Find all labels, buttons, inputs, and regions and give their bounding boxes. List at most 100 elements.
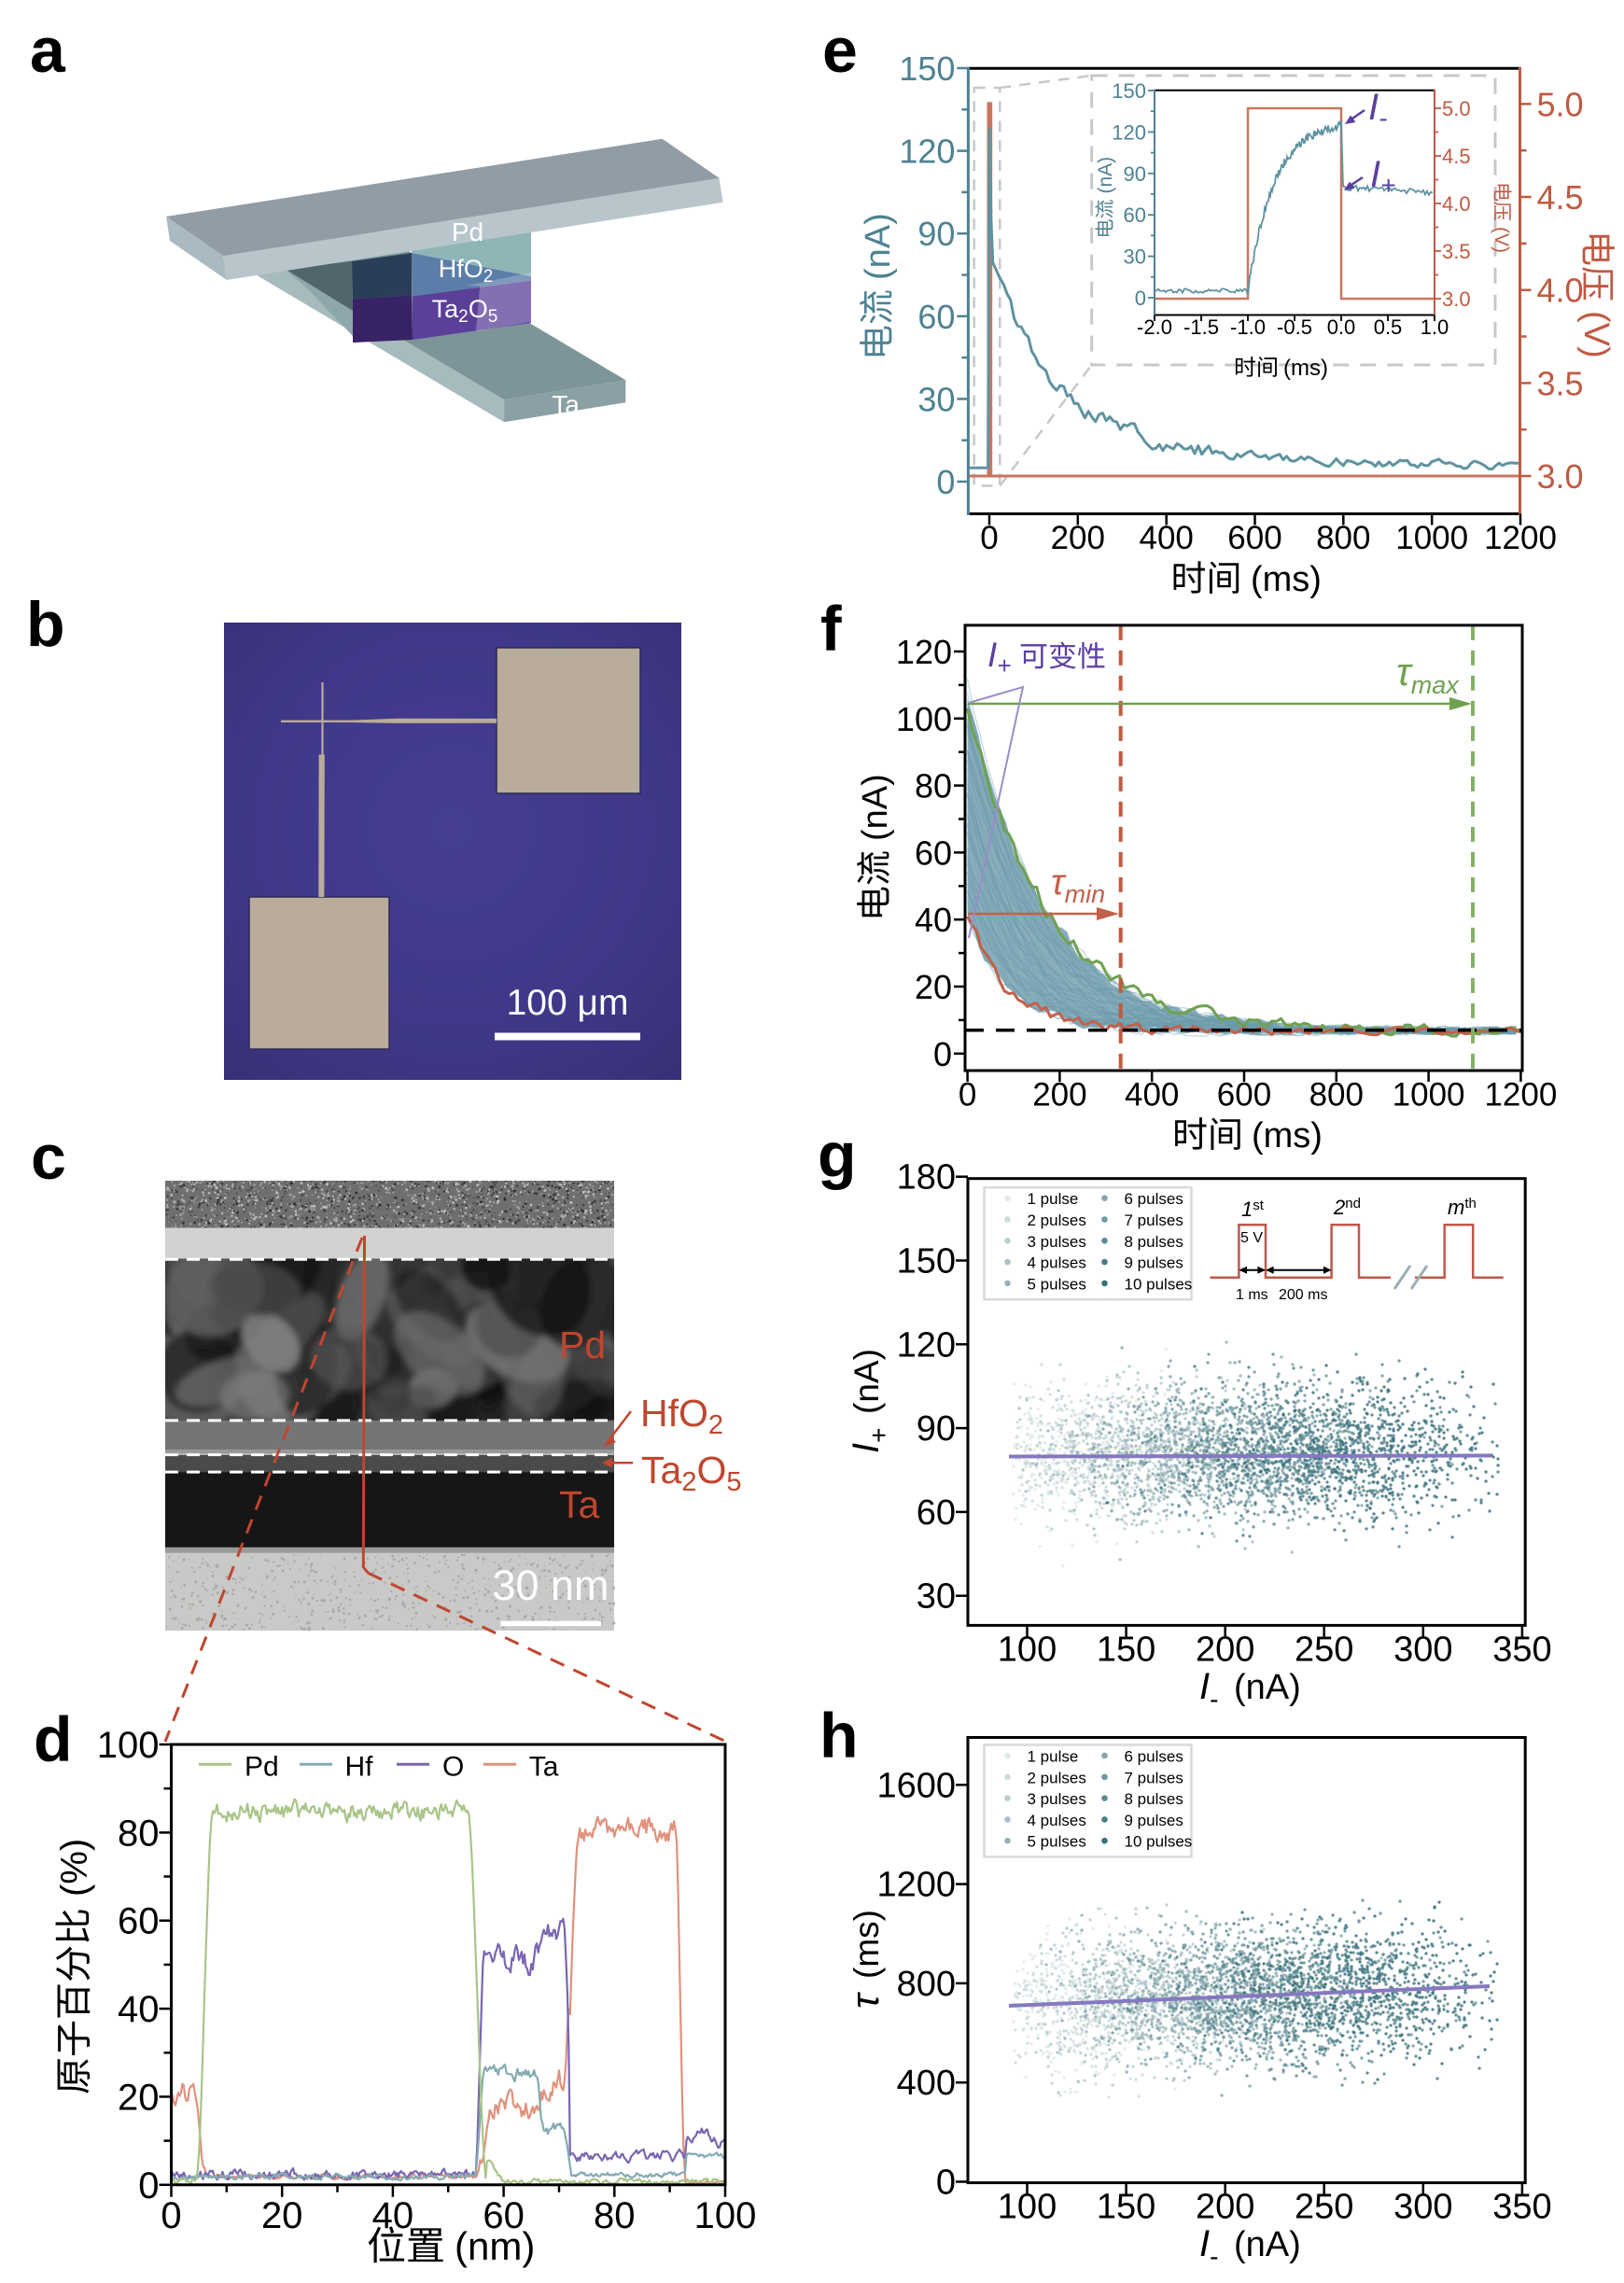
svg-text:6 pulses: 6 pulses [1125,1748,1183,1766]
svg-text:-1.0: -1.0 [1230,315,1266,339]
svg-text:200: 200 [1051,520,1105,556]
svg-text:8 pulses: 8 pulses [1125,1233,1183,1251]
svg-text:8 pulses: 8 pulses [1125,1790,1183,1808]
svg-text:τ: τ [843,1992,887,2009]
svg-text:0: 0 [936,463,955,501]
svg-text:60: 60 [917,298,955,336]
svg-text:Hf: Hf [345,1751,374,1782]
svg-text:5 pulses: 5 pulses [1028,1833,1086,1851]
svg-text:3.5: 3.5 [1537,364,1584,402]
svg-text:h: h [819,1701,859,1772]
svg-text:1600: 1600 [876,1766,956,1805]
svg-text:9 pulses: 9 pulses [1125,1812,1183,1829]
svg-text:(V): (V) [1491,227,1512,253]
svg-text:600: 600 [1227,520,1281,556]
svg-text:4.5: 4.5 [1537,178,1584,217]
svg-text:Ta: Ta [529,1751,559,1782]
svg-text:60: 60 [118,1901,160,1942]
svg-text:600: 600 [1217,1077,1271,1113]
svg-text:(V): (V) [1576,311,1616,358]
svg-text:-0.5: -0.5 [1277,315,1312,339]
svg-text:120: 120 [896,633,952,671]
svg-text:4.0: 4.0 [1442,192,1471,216]
svg-text:Pd: Pd [245,1751,279,1782]
svg-text:150: 150 [1097,2188,1155,2227]
svg-text:5 V: 5 V [1240,1230,1263,1246]
svg-text:20: 20 [261,2195,303,2236]
svg-text:300: 300 [1393,1630,1452,1669]
svg-text:3.0: 3.0 [1442,287,1471,311]
svg-text:100: 100 [694,2195,757,2236]
svg-text:2 pulses: 2 pulses [1028,1769,1086,1786]
svg-text:150: 150 [899,49,955,88]
svg-text:100: 100 [97,1725,160,1766]
svg-text:1200: 1200 [1484,520,1557,556]
svg-text:800: 800 [1316,520,1370,556]
svg-text:30 nm: 30 nm [492,1562,609,1609]
svg-text:150: 150 [897,1242,956,1282]
svg-text:(nm): (nm) [455,2224,535,2268]
svg-text:e: e [822,15,858,86]
svg-text:5 pulses: 5 pulses [1028,1275,1086,1293]
svg-text:4 pulses: 4 pulses [1028,1812,1086,1829]
svg-text:(ms): (ms) [1283,356,1328,381]
svg-text:0.0: 0.0 [1327,315,1356,339]
svg-text:800: 800 [897,1965,956,2004]
svg-text:(nA): (nA) [856,774,895,841]
svg-text:120: 120 [1112,120,1146,144]
svg-text:60: 60 [1124,203,1146,227]
svg-text:10 pulses: 10 pulses [1125,1833,1193,1851]
svg-text:1 ms: 1 ms [1236,1287,1268,1303]
svg-text:150: 150 [1097,1630,1155,1669]
svg-text:7 pulses: 7 pulses [1125,1769,1183,1786]
svg-text:(ms): (ms) [1252,1116,1323,1156]
svg-text:(nA): (nA) [859,213,898,280]
svg-text:1.0: 1.0 [1421,315,1449,339]
svg-text:0: 0 [936,2164,956,2203]
svg-text:(ms): (ms) [847,1910,886,1979]
svg-text:4.5: 4.5 [1442,145,1471,168]
svg-text:0: 0 [959,1077,976,1113]
svg-text:1000: 1000 [1395,520,1468,556]
svg-text:3.5: 3.5 [1442,240,1471,263]
svg-text:30: 30 [917,1577,956,1617]
svg-text:100: 100 [998,2188,1057,2227]
svg-text:4 pulses: 4 pulses [1028,1254,1086,1272]
svg-text:300: 300 [1393,2188,1452,2227]
svg-text:1 pulse: 1 pulse [1028,1748,1079,1766]
svg-text:40: 40 [118,1989,160,2030]
svg-text:180: 180 [897,1158,956,1198]
svg-text:200 ms: 200 ms [1279,1287,1327,1303]
svg-text:0: 0 [933,1035,952,1073]
svg-text:60: 60 [917,1493,956,1533]
svg-text:0: 0 [138,2165,159,2206]
svg-text:a: a [30,15,66,86]
svg-text:1000: 1000 [1393,1077,1465,1113]
svg-text:5.0: 5.0 [1537,85,1584,123]
svg-text:Pd: Pd [559,1324,606,1366]
svg-text:30: 30 [1124,245,1146,269]
svg-text:90: 90 [1124,162,1146,186]
svg-text:O: O [442,1751,464,1782]
svg-text:200: 200 [1032,1077,1086,1113]
svg-text:3.0: 3.0 [1537,457,1584,496]
svg-text:3 pulses: 3 pulses [1028,1233,1086,1251]
svg-text:d: d [34,1704,73,1775]
svg-text:(nA): (nA) [1234,1668,1301,1707]
svg-text:(nA): (nA) [847,1349,886,1414]
svg-text:(nA): (nA) [1095,157,1116,194]
svg-text:f: f [820,594,842,665]
svg-text:g: g [818,1120,857,1191]
svg-text:200: 200 [1196,1630,1254,1669]
svg-text:150: 150 [1112,79,1146,103]
svg-text:5.0: 5.0 [1442,97,1471,120]
svg-text:90: 90 [917,215,955,253]
svg-text:-2.0: -2.0 [1137,315,1172,339]
svg-text:20: 20 [118,2077,160,2118]
svg-text:20: 20 [915,968,952,1006]
svg-text:120: 120 [899,133,955,171]
svg-text:1 pulse: 1 pulse [1028,1190,1079,1208]
svg-text:200: 200 [1196,2188,1254,2227]
svg-text:7 pulses: 7 pulses [1125,1212,1183,1229]
svg-text:b: b [26,589,65,660]
